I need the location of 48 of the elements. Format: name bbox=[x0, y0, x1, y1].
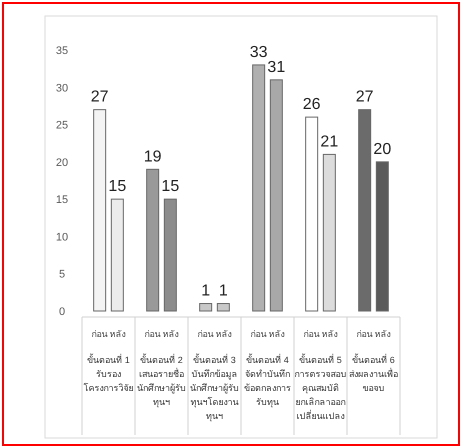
data-label: 20 bbox=[373, 140, 392, 158]
y-tick-label: 25 bbox=[56, 120, 68, 132]
bar bbox=[93, 109, 106, 312]
text: หลัง bbox=[215, 329, 232, 339]
y-tick-label: 10 bbox=[56, 231, 68, 244]
text: ก่อน bbox=[304, 329, 320, 339]
data-label: 1 bbox=[218, 282, 228, 300]
x-tick-label: ขั้นตอนที่ 3 บันทึกข้อมูล นักศึกษาผู้รับ ทุนฯโดยงาน ทุนฯ bbox=[190, 353, 239, 422]
bar bbox=[252, 64, 266, 312]
text: หลัง bbox=[374, 329, 390, 339]
data-label: 15 bbox=[108, 178, 126, 196]
text: ก่อน bbox=[356, 329, 373, 339]
data-label: 31 bbox=[267, 58, 286, 76]
x-tick-label: ขั้นตอนที่ 1 รับรอง โครงการวิจัย bbox=[84, 353, 134, 393]
text: ก่อน bbox=[250, 329, 267, 339]
y-tick-label: 20 bbox=[56, 156, 68, 169]
data-label: 15 bbox=[161, 178, 180, 196]
bar bbox=[164, 198, 177, 312]
y-tick-label: 0 bbox=[58, 306, 66, 318]
y-tick-label: 5 bbox=[58, 268, 66, 281]
y-tick-label: 30 bbox=[56, 82, 68, 94]
x-tick-label: ขั้นตอนที่ 6 ส่งผลงานเพื่อ ขอจบ bbox=[349, 353, 398, 393]
data-label: 27 bbox=[356, 88, 374, 106]
data-label: 1 bbox=[201, 282, 210, 300]
data-label: 26 bbox=[302, 96, 321, 114]
data-label: 27 bbox=[90, 88, 109, 106]
bar bbox=[270, 79, 283, 312]
bar bbox=[146, 168, 160, 312]
y-tick-label: 35 bbox=[56, 45, 68, 57]
text: ก่อน bbox=[144, 329, 161, 339]
x-tick-label: ขั้นตอนที่ 5 การตรวจสอบ คุณสมบัติ ยกเลิกลาออก เปลี่ยนแปลง bbox=[294, 353, 346, 421]
text: หลัง bbox=[162, 329, 178, 339]
bar bbox=[110, 198, 124, 312]
text: หลัง bbox=[321, 329, 338, 339]
bar bbox=[358, 109, 372, 312]
y-tick-label: 15 bbox=[56, 194, 68, 206]
data-label: 19 bbox=[144, 148, 162, 166]
x-tick-label: ขั้นตอนที่ 2 เสนอรายชื่อ นักศึกษาผู้รับ ทุนฯ bbox=[137, 353, 186, 408]
x-tick-label: ขั้นตอนที่ 4 จัดทำบันทึก ข้อตกลงการ รับทุน bbox=[244, 353, 291, 408]
text: หลัง bbox=[268, 329, 284, 339]
text: ก่อน bbox=[198, 329, 214, 339]
bar bbox=[376, 161, 389, 312]
text: หลัง bbox=[109, 329, 126, 339]
text: ก่อน bbox=[92, 329, 108, 339]
data-label: 21 bbox=[320, 133, 338, 150]
bar bbox=[322, 154, 336, 312]
data-label: 33 bbox=[250, 44, 268, 61]
bar bbox=[305, 116, 318, 312]
